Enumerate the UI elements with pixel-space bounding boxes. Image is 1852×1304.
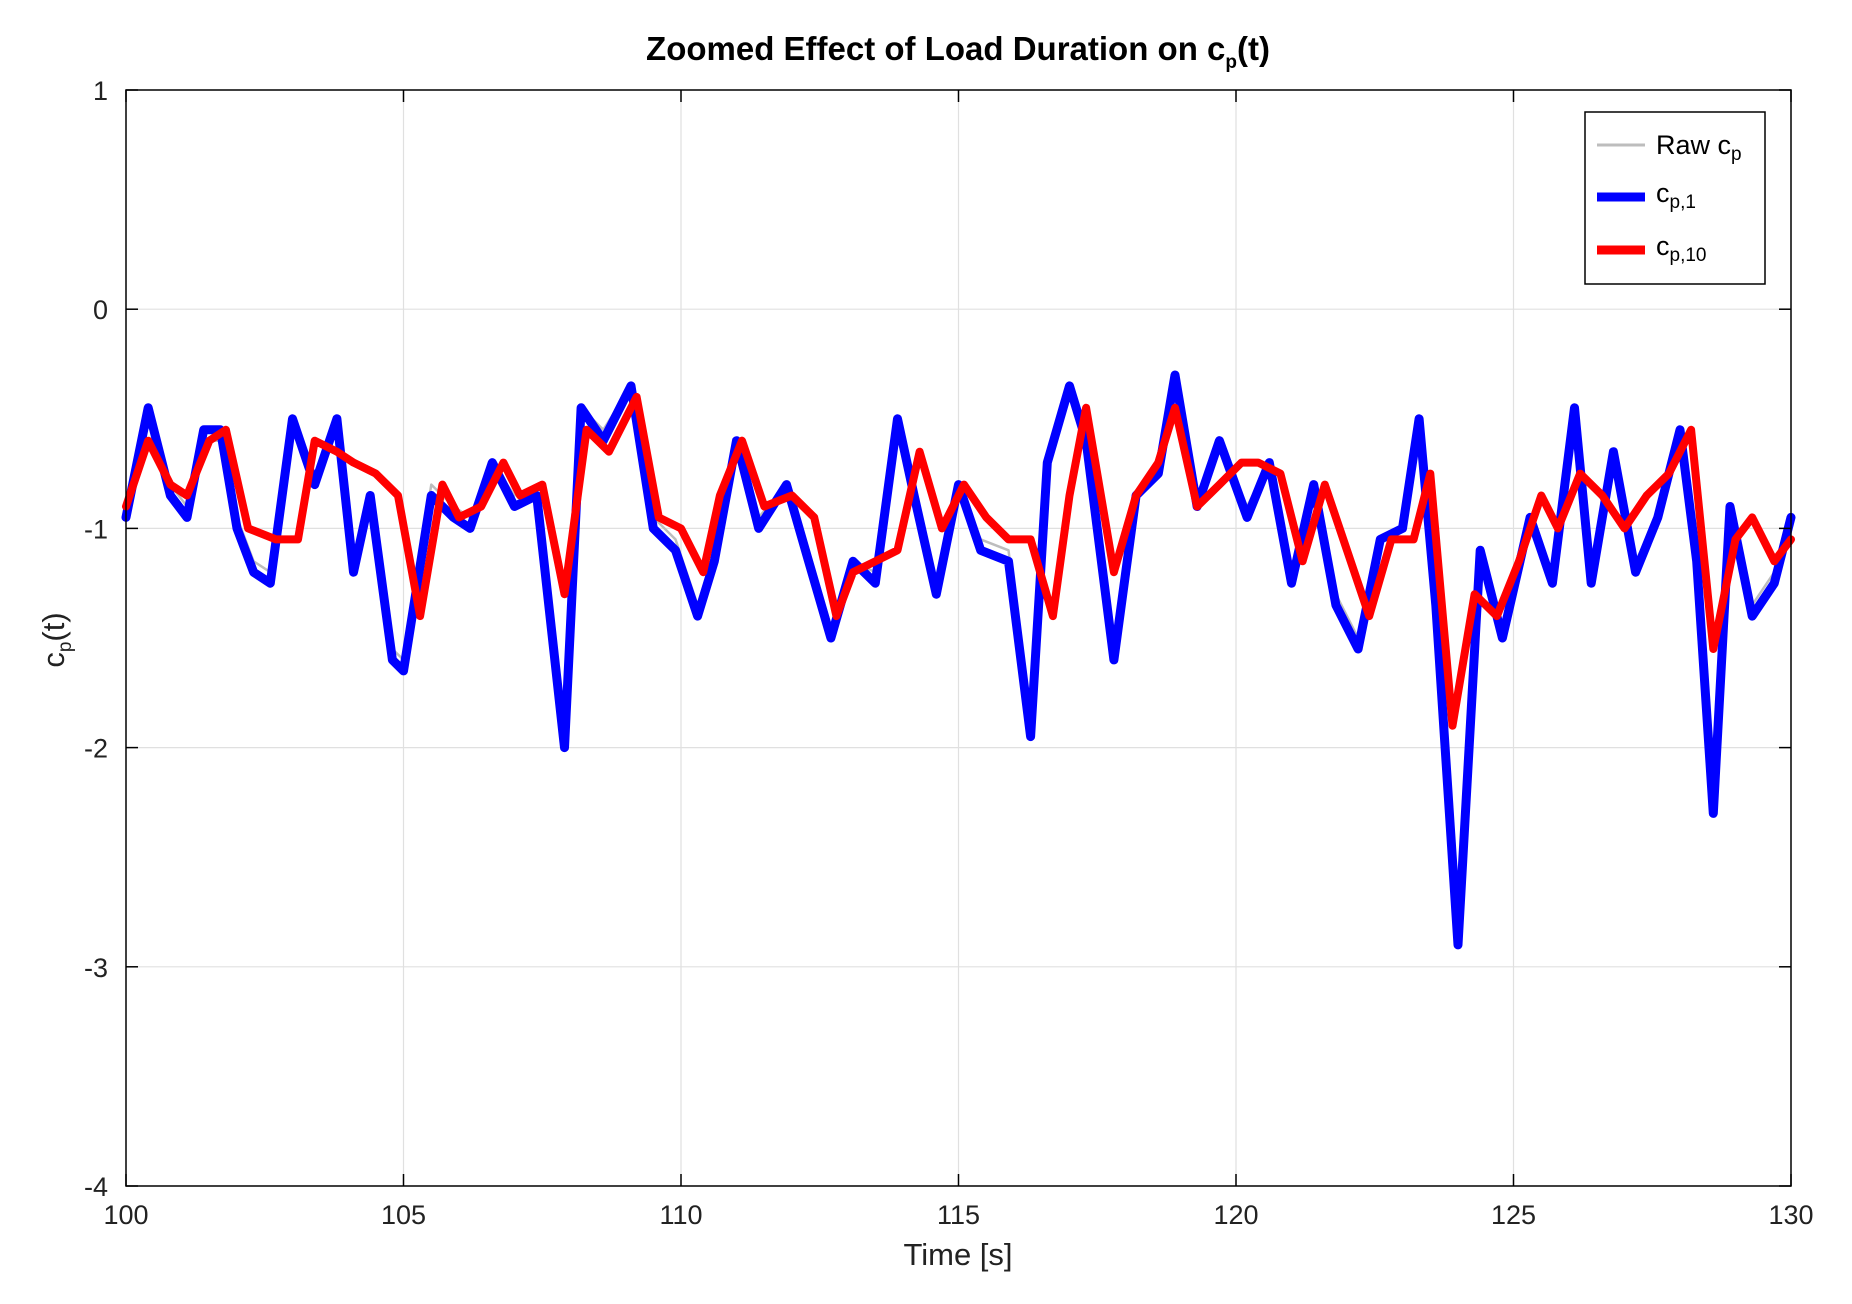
- y-tick-label: 0: [93, 295, 108, 325]
- y-axis-label: cp(t): [36, 612, 76, 667]
- y-tick-label: 1: [93, 76, 108, 106]
- legend-label-cp1: cp,1: [1656, 178, 1696, 213]
- x-tick-label: 125: [1491, 1200, 1536, 1230]
- legend: Raw cp cp,1 cp,10: [1584, 111, 1766, 285]
- chart-title: Zoomed Effect of Load Duration on cp(t): [646, 30, 1270, 73]
- x-tick-label: 120: [1213, 1200, 1258, 1230]
- y-tick-label: -3: [84, 953, 108, 983]
- series-lines: [121, 370, 1796, 950]
- x-tick-label: 100: [103, 1200, 148, 1230]
- grid-lines: [126, 90, 1791, 1186]
- x-tick-label: 130: [1768, 1200, 1813, 1230]
- x-tick-label: 105: [381, 1200, 426, 1230]
- series-line-cp10: [122, 392, 1795, 730]
- x-axis-label: Time [s]: [903, 1237, 1012, 1272]
- x-tick-label: 115: [937, 1200, 980, 1230]
- axis-ticks: 100 105 110 115 120 125 130 -4 -3 -2 -1 0 1: [84, 76, 1814, 1230]
- y-tick-label: -2: [84, 734, 108, 764]
- y-tick-label: -4: [84, 1172, 108, 1202]
- legend-label-raw: Raw cp: [1656, 130, 1742, 165]
- y-tick-label: -1: [84, 514, 108, 544]
- x-tick-label: 110: [659, 1200, 702, 1230]
- legend-label-cp10: cp,10: [1656, 231, 1706, 266]
